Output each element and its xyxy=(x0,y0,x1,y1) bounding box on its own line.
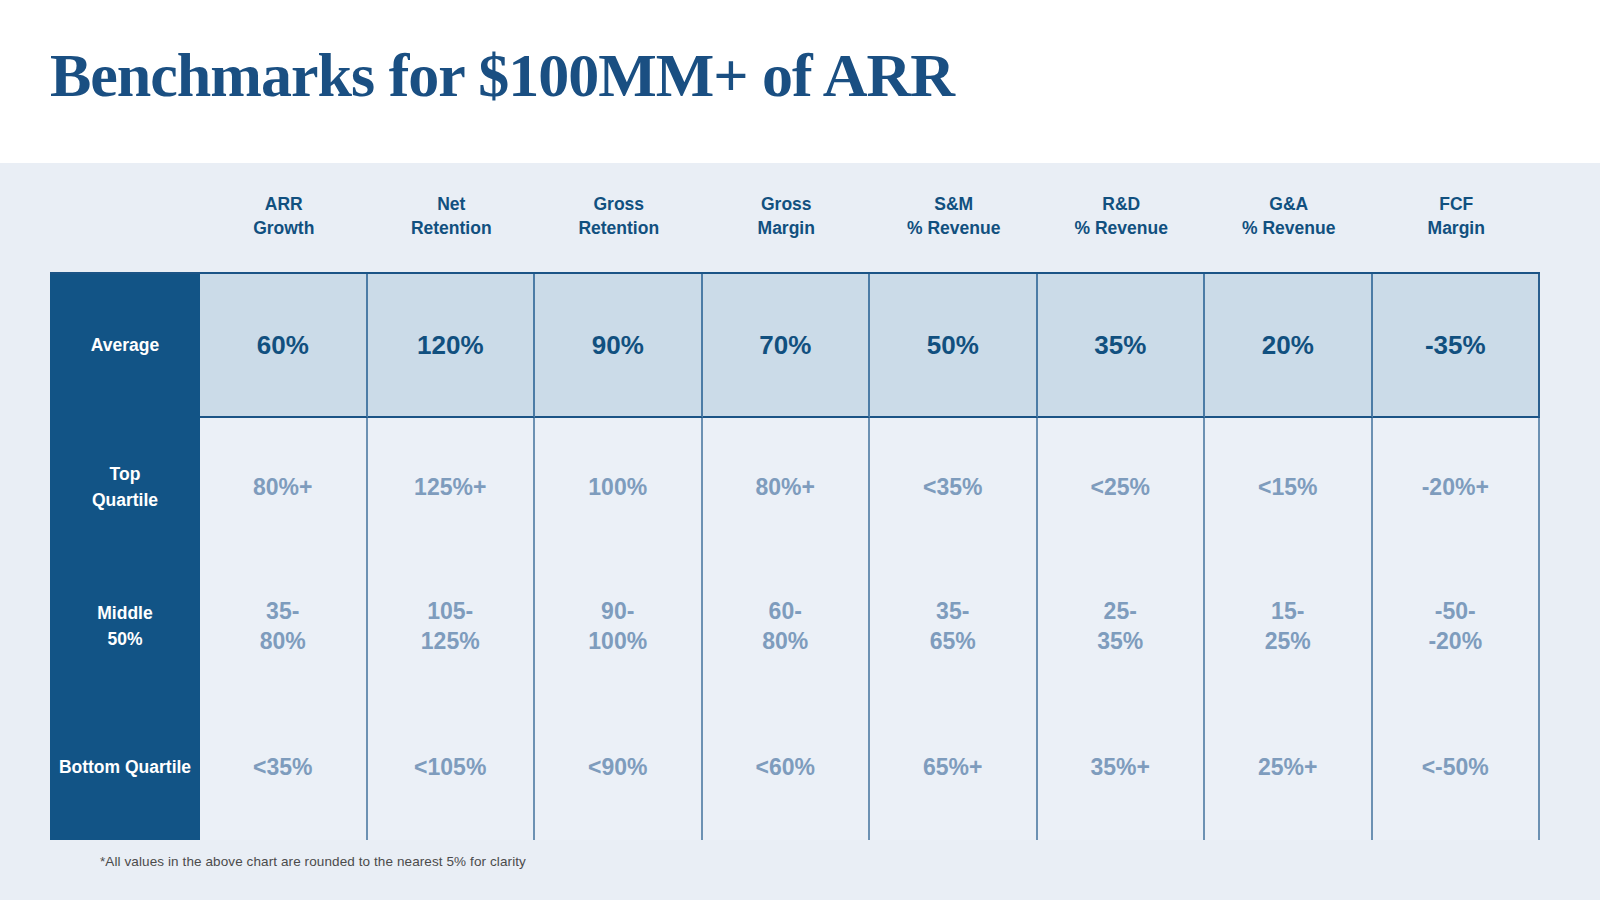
col-header-fcf-margin: FCF Margin xyxy=(1373,193,1541,240)
page-title: Benchmarks for $100MM+ of ARR xyxy=(50,40,1600,111)
col-header-ga-revenue: G&A % Revenue xyxy=(1205,193,1373,240)
cell-bottom-quartile-gross-retention: <90% xyxy=(535,696,703,840)
cell-bottom-quartile-net-retention: <105% xyxy=(368,696,536,840)
cell-average-gross-retention: 90% xyxy=(535,274,703,418)
cell-bottom-quartile-gross-margin: <60% xyxy=(703,696,871,840)
table-panel: ARR Growth Net Retention Gross Retention… xyxy=(0,163,1600,900)
cell-bottom-quartile-ga-revenue: 25%+ xyxy=(1205,696,1373,840)
cell-middle-50-arr-growth: 35- 80% xyxy=(200,557,368,696)
cell-average-fcf-margin: -35% xyxy=(1373,274,1541,418)
col-header-arr-growth: ARR Growth xyxy=(200,193,368,240)
cell-top-quartile-rd-revenue: <25% xyxy=(1038,418,1206,557)
cell-bottom-quartile-arr-growth: <35% xyxy=(200,696,368,840)
cell-average-rd-revenue: 35% xyxy=(1038,274,1206,418)
col-header-gross-margin: Gross Margin xyxy=(703,193,871,240)
cell-average-gross-margin: 70% xyxy=(703,274,871,418)
header-spacer xyxy=(50,193,200,272)
cell-middle-50-gross-margin: 60- 80% xyxy=(703,557,871,696)
benchmark-table: Average 60% 120% 90% 70% 50% 35% 20% -35… xyxy=(50,272,1540,840)
col-header-sm-revenue: S&M % Revenue xyxy=(870,193,1038,240)
cell-bottom-quartile-fcf-margin: <-50% xyxy=(1373,696,1541,840)
cell-bottom-quartile-rd-revenue: 35%+ xyxy=(1038,696,1206,840)
slide: Benchmarks for $100MM+ of ARR ARR Growth… xyxy=(0,0,1600,900)
cell-top-quartile-ga-revenue: <15% xyxy=(1205,418,1373,557)
cell-middle-50-gross-retention: 90- 100% xyxy=(535,557,703,696)
cell-average-arr-growth: 60% xyxy=(200,274,368,418)
row-label-middle-50: Middle 50% xyxy=(50,557,200,696)
col-header-rd-revenue: R&D % Revenue xyxy=(1038,193,1206,240)
footnote: *All values in the above chart are round… xyxy=(100,854,1540,869)
cell-top-quartile-gross-margin: 80%+ xyxy=(703,418,871,557)
row-label-top-quartile: Top Quartile xyxy=(50,418,200,557)
cell-top-quartile-net-retention: 125%+ xyxy=(368,418,536,557)
cell-top-quartile-sm-revenue: <35% xyxy=(870,418,1038,557)
cell-average-net-retention: 120% xyxy=(368,274,536,418)
row-label-bottom-quartile: Bottom Quartile xyxy=(50,696,200,840)
cell-middle-50-net-retention: 105- 125% xyxy=(368,557,536,696)
cell-average-sm-revenue: 50% xyxy=(870,274,1038,418)
col-header-net-retention: Net Retention xyxy=(368,193,536,240)
col-header-gross-retention: Gross Retention xyxy=(535,193,703,240)
cell-top-quartile-arr-growth: 80%+ xyxy=(200,418,368,557)
cell-bottom-quartile-sm-revenue: 65%+ xyxy=(870,696,1038,840)
cell-middle-50-sm-revenue: 35- 65% xyxy=(870,557,1038,696)
table-wrap: ARR Growth Net Retention Gross Retention… xyxy=(50,163,1540,869)
cell-middle-50-fcf-margin: -50- -20% xyxy=(1373,557,1541,696)
cell-top-quartile-fcf-margin: -20%+ xyxy=(1373,418,1541,557)
cell-middle-50-ga-revenue: 15- 25% xyxy=(1205,557,1373,696)
cell-average-ga-revenue: 20% xyxy=(1205,274,1373,418)
cell-middle-50-rd-revenue: 25- 35% xyxy=(1038,557,1206,696)
column-header-row: ARR Growth Net Retention Gross Retention… xyxy=(50,163,1540,272)
row-label-average: Average xyxy=(50,274,200,418)
cell-top-quartile-gross-retention: 100% xyxy=(535,418,703,557)
title-band: Benchmarks for $100MM+ of ARR xyxy=(0,0,1600,163)
